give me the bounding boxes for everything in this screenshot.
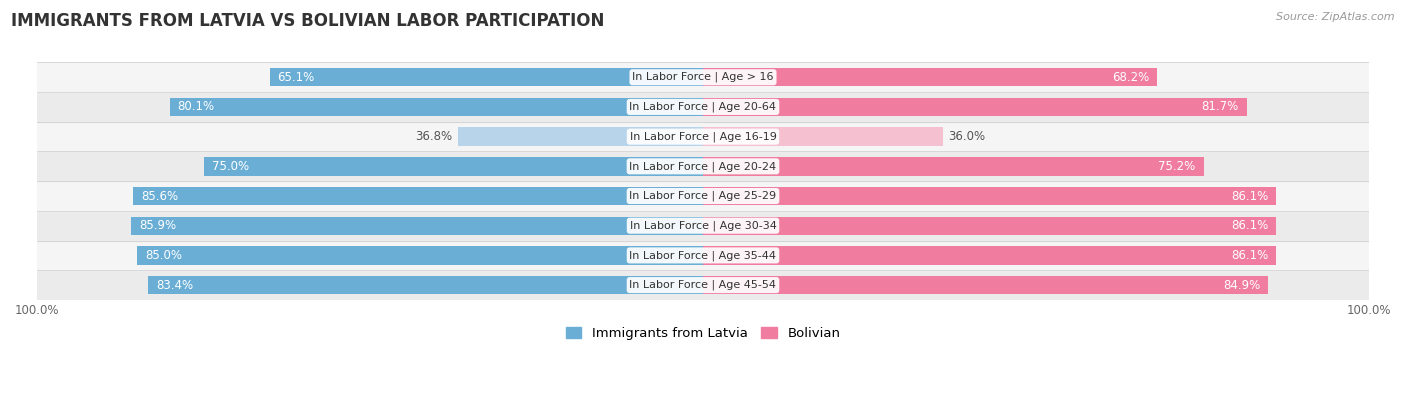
Text: Source: ZipAtlas.com: Source: ZipAtlas.com (1277, 12, 1395, 22)
Text: 36.0%: 36.0% (948, 130, 986, 143)
Bar (37, 92, 1369, 122)
Text: 36.8%: 36.8% (416, 130, 453, 143)
Bar (703, 98, 1247, 116)
Bar (703, 68, 1157, 87)
Bar (703, 128, 942, 146)
Bar (148, 276, 703, 294)
Text: 68.2%: 68.2% (1112, 71, 1149, 84)
Text: In Labor Force | Age 20-64: In Labor Force | Age 20-64 (630, 102, 776, 112)
Text: 75.0%: 75.0% (212, 160, 249, 173)
Bar (204, 157, 703, 175)
Text: 75.2%: 75.2% (1159, 160, 1195, 173)
Bar (458, 128, 703, 146)
Text: 65.1%: 65.1% (277, 71, 315, 84)
Text: In Labor Force | Age 16-19: In Labor Force | Age 16-19 (630, 132, 776, 142)
Text: 85.0%: 85.0% (145, 249, 183, 262)
Bar (170, 98, 703, 116)
Bar (37, 211, 1369, 241)
Text: 85.9%: 85.9% (139, 219, 176, 232)
Bar (703, 157, 1204, 175)
Bar (703, 187, 1277, 205)
Text: 83.4%: 83.4% (156, 278, 193, 292)
Text: In Labor Force | Age 20-24: In Labor Force | Age 20-24 (630, 161, 776, 171)
Text: 85.6%: 85.6% (141, 190, 179, 203)
Legend: Immigrants from Latvia, Bolivian: Immigrants from Latvia, Bolivian (561, 322, 845, 346)
Bar (703, 276, 1268, 294)
Text: 84.9%: 84.9% (1223, 278, 1260, 292)
Text: 81.7%: 81.7% (1202, 100, 1239, 113)
Text: 86.1%: 86.1% (1232, 249, 1268, 262)
Bar (134, 187, 703, 205)
Bar (37, 241, 1369, 270)
Bar (37, 181, 1369, 211)
Bar (37, 62, 1369, 92)
Text: In Labor Force | Age > 16: In Labor Force | Age > 16 (633, 72, 773, 83)
Bar (703, 216, 1277, 235)
Text: In Labor Force | Age 45-54: In Labor Force | Age 45-54 (630, 280, 776, 290)
Text: 86.1%: 86.1% (1232, 219, 1268, 232)
Bar (131, 216, 703, 235)
Bar (37, 122, 1369, 151)
Text: In Labor Force | Age 30-34: In Labor Force | Age 30-34 (630, 220, 776, 231)
Bar (37, 151, 1369, 181)
Text: In Labor Force | Age 25-29: In Labor Force | Age 25-29 (630, 191, 776, 201)
Bar (703, 246, 1277, 265)
Text: IMMIGRANTS FROM LATVIA VS BOLIVIAN LABOR PARTICIPATION: IMMIGRANTS FROM LATVIA VS BOLIVIAN LABOR… (11, 12, 605, 30)
Text: 80.1%: 80.1% (177, 100, 215, 113)
Bar (37, 270, 1369, 300)
Bar (270, 68, 703, 87)
Bar (138, 246, 703, 265)
Text: In Labor Force | Age 35-44: In Labor Force | Age 35-44 (630, 250, 776, 261)
Text: 86.1%: 86.1% (1232, 190, 1268, 203)
